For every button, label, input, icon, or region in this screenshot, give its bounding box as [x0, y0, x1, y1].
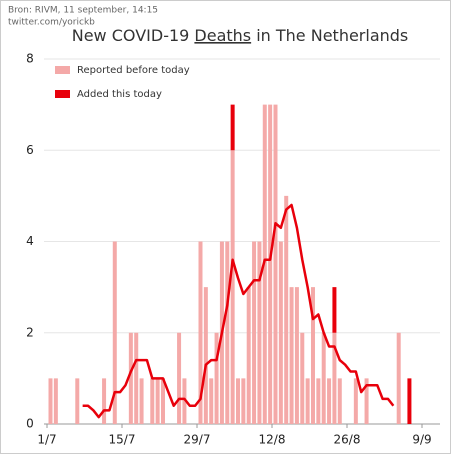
- title-part: New COVID-19: [72, 26, 195, 45]
- bar: [235, 378, 240, 424]
- bar: [284, 195, 289, 424]
- bar: [364, 378, 369, 424]
- credit: twitter.com/yorickb: [8, 18, 95, 28]
- bar: [332, 332, 337, 424]
- bar: [209, 378, 214, 424]
- bar: [353, 378, 358, 424]
- x-tick-label: 12/8: [259, 433, 286, 447]
- x-tick-label: 1/7: [37, 433, 56, 447]
- y-tick-label: 2: [26, 325, 34, 339]
- bar: [316, 378, 321, 424]
- bar: [150, 378, 155, 424]
- legend-label: Added this today: [77, 89, 162, 100]
- y-tick-label: 4: [26, 234, 34, 248]
- bar: [252, 241, 257, 424]
- bar: [177, 332, 182, 424]
- bar: [230, 150, 235, 424]
- bar: [160, 378, 165, 424]
- bar: [294, 287, 299, 424]
- source: Bron: RIVM, 11 september, 14:15: [8, 6, 158, 16]
- bar: [182, 378, 187, 424]
- bar: [102, 378, 107, 424]
- bar: [337, 378, 342, 424]
- bar: [48, 378, 53, 424]
- bar: [278, 241, 283, 424]
- bar: [75, 378, 80, 424]
- bar: [53, 378, 58, 424]
- bar: [230, 104, 235, 151]
- bar: [214, 332, 219, 424]
- bar: [310, 287, 315, 424]
- bar: [203, 287, 208, 424]
- bar: [225, 241, 230, 424]
- bar: [246, 287, 251, 424]
- title-part: Deaths: [194, 26, 251, 45]
- y-tick-label: 0: [26, 417, 34, 431]
- legend-swatch: [55, 66, 70, 74]
- bar: [139, 378, 144, 424]
- bar: [321, 332, 326, 424]
- y-tick-label: 8: [26, 52, 34, 66]
- bar: [289, 287, 294, 424]
- bar: [300, 332, 305, 424]
- bar: [128, 332, 133, 424]
- bar: [273, 104, 278, 424]
- bar: [198, 241, 203, 424]
- bar: [112, 241, 117, 424]
- x-tick-label: 26/8: [334, 433, 361, 447]
- legend-swatch: [55, 90, 70, 98]
- x-tick-label: 9/9: [412, 433, 431, 447]
- bar: [241, 378, 246, 424]
- bar: [327, 378, 332, 424]
- x-tick-label: 29/7: [184, 433, 211, 447]
- chart-title: New COVID-19 Deaths in The Netherlands: [72, 26, 409, 45]
- bar: [268, 104, 273, 424]
- bar: [155, 378, 160, 424]
- bar: [305, 378, 310, 424]
- bar: [407, 378, 412, 424]
- avg-line: [82, 203, 395, 419]
- x-tick-label: 15/7: [109, 433, 136, 447]
- bar: [134, 332, 139, 424]
- legend-label: Reported before today: [77, 65, 190, 76]
- bar: [257, 241, 262, 424]
- bar: [332, 287, 337, 333]
- title-part: in The Netherlands: [251, 26, 408, 45]
- bar: [396, 332, 401, 424]
- y-tick-label: 6: [26, 143, 34, 157]
